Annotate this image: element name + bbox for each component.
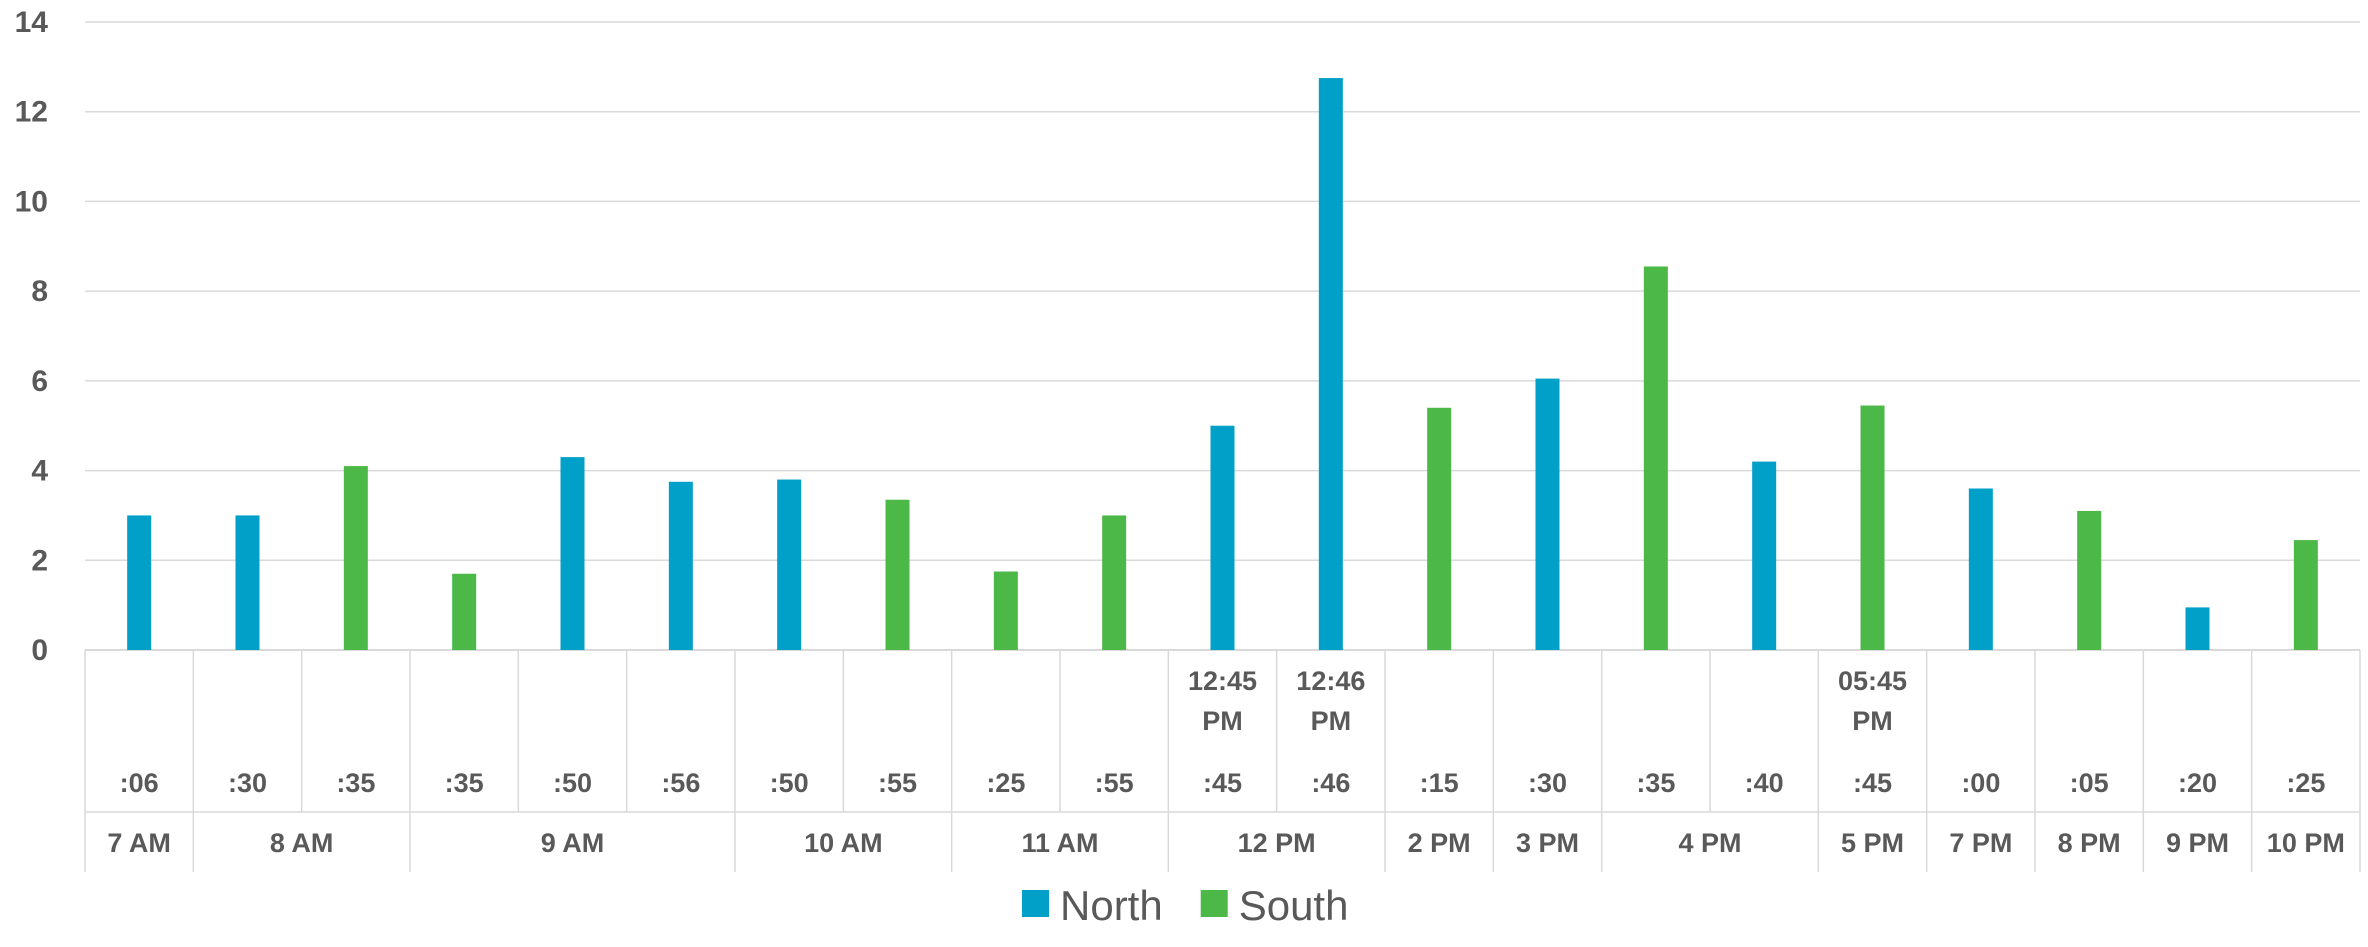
- x-tick-hour-label: 8 AM: [270, 828, 334, 858]
- x-tick-minute-label: :35: [445, 768, 484, 798]
- x-tick-minute-label: :05: [2070, 768, 2109, 798]
- legend-swatch-south: [1200, 890, 1228, 917]
- legend-label-south: South: [1239, 882, 1349, 929]
- x-tick-hour-label: 9 PM: [2166, 828, 2229, 858]
- bar-north: [1318, 78, 1343, 651]
- bar-south: [1427, 407, 1452, 650]
- bar-south: [1102, 515, 1127, 650]
- x-tick-minute-label: :35: [336, 768, 375, 798]
- x-tick-minute-label: :35: [1636, 768, 1675, 798]
- y-tick-label: 0: [31, 634, 48, 667]
- x-tick-time-label: PM: [1852, 706, 1893, 736]
- bar-north: [1210, 425, 1235, 650]
- x-tick-minute-label: :25: [2286, 768, 2325, 798]
- x-tick-minute-label: :55: [1095, 768, 1134, 798]
- x-tick-minute-label: :20: [2178, 768, 2217, 798]
- x-tick-hour-label: 7 PM: [1949, 828, 2012, 858]
- bar-south: [885, 499, 910, 650]
- x-tick-minute-label: :30: [228, 768, 267, 798]
- x-tick-minute-label: :50: [770, 768, 809, 798]
- x-tick-minute-label: :40: [1745, 768, 1784, 798]
- bar-south: [1643, 266, 1668, 650]
- y-tick-label: 14: [15, 6, 49, 39]
- bar-south: [452, 573, 477, 650]
- x-tick-hour-label: 2 PM: [1408, 828, 1471, 858]
- x-tick-minute-label: :55: [878, 768, 917, 798]
- x-tick-time-label: PM: [1202, 706, 1243, 736]
- x-tick-minute-label: :15: [1420, 768, 1459, 798]
- y-tick-label: 6: [31, 365, 48, 398]
- legend-label-north: North: [1060, 882, 1163, 929]
- bar-south: [2293, 540, 2318, 650]
- bar-north: [2185, 607, 2210, 650]
- x-tick-hour-label: 7 AM: [107, 828, 171, 858]
- x-tick-hour-label: 10 PM: [2267, 828, 2345, 858]
- x-tick-hour-label: 9 AM: [541, 828, 605, 858]
- bar-north: [668, 481, 693, 650]
- bar-south: [343, 466, 368, 650]
- x-tick-minute-label: :25: [986, 768, 1025, 798]
- x-tick-hour-label: 5 PM: [1841, 828, 1904, 858]
- bar-north: [1752, 461, 1777, 650]
- x-tick-time-label: 12:45: [1188, 666, 1257, 696]
- bar-north: [560, 457, 585, 650]
- bar-north: [235, 515, 260, 650]
- bar-south: [993, 571, 1018, 650]
- y-tick-label: 8: [31, 275, 48, 308]
- x-tick-hour-label: 11 AM: [1021, 828, 1098, 858]
- x-tick-hour-label: 10 AM: [804, 828, 883, 858]
- y-tick-label: 12: [15, 96, 48, 129]
- x-tick-minute-label: :56: [661, 768, 700, 798]
- x-tick-minute-label: :50: [553, 768, 592, 798]
- x-tick-time-label: 12:46: [1296, 666, 1365, 696]
- x-tick-minute-label: :45: [1203, 768, 1242, 798]
- x-tick-hour-label: 4 PM: [1678, 828, 1741, 858]
- x-tick-minute-label: :30: [1528, 768, 1567, 798]
- x-tick-minute-label: :06: [120, 768, 159, 798]
- bar-south: [1860, 405, 1885, 650]
- bar-south: [2077, 510, 2102, 650]
- x-tick-minute-label: :45: [1853, 768, 1892, 798]
- x-tick-hour-label: 12 PM: [1238, 828, 1316, 858]
- bar-north: [1535, 378, 1560, 650]
- x-tick-hour-label: 3 PM: [1516, 828, 1579, 858]
- y-tick-label: 4: [31, 455, 48, 488]
- bar-north: [777, 479, 802, 650]
- x-tick-time-label: PM: [1311, 706, 1352, 736]
- x-tick-hour-label: 8 PM: [2058, 828, 2121, 858]
- x-tick-minute-label: :46: [1311, 768, 1350, 798]
- x-tick-minute-label: :00: [1961, 768, 2000, 798]
- y-tick-label: 2: [31, 544, 48, 577]
- bar-north: [127, 515, 152, 650]
- legend-swatch-north: [1022, 890, 1049, 917]
- y-tick-label: 10: [15, 185, 48, 218]
- x-tick-time-label: 05:45: [1838, 666, 1907, 696]
- bar-north: [1968, 488, 1993, 650]
